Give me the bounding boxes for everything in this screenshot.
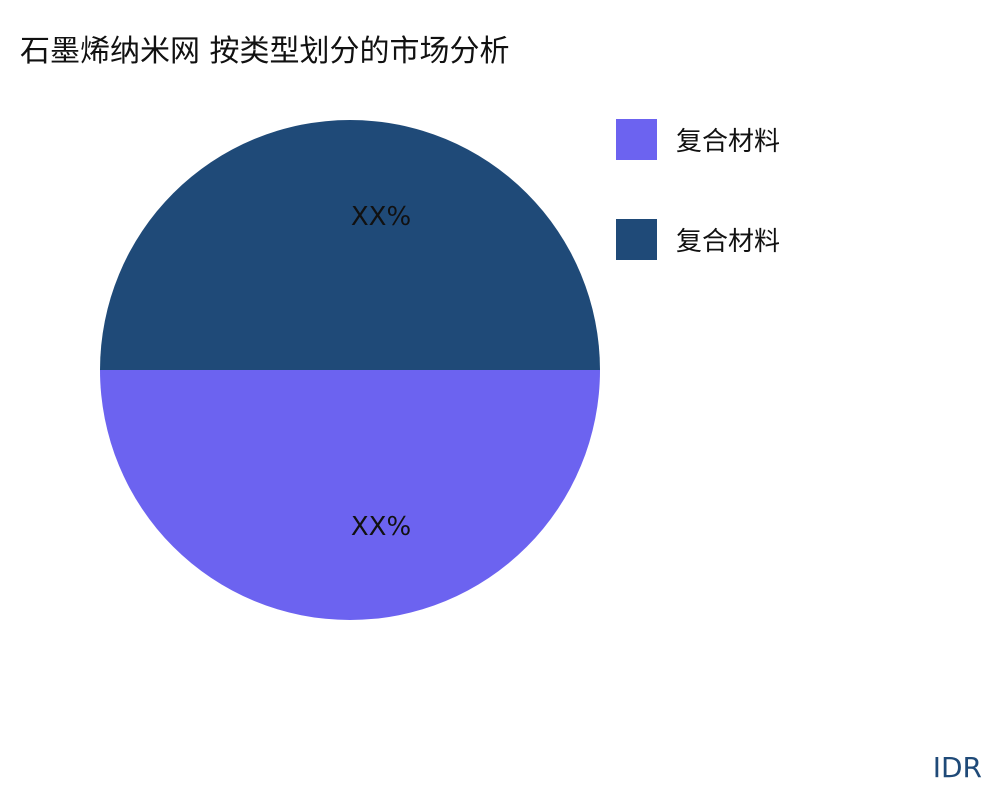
slice-label: XX% <box>351 512 411 542</box>
slice-label: XX% <box>351 202 411 232</box>
legend-swatch <box>616 119 657 160</box>
legend-swatch <box>616 219 657 260</box>
pie-slice <box>100 120 600 370</box>
brand-logo: IDR <box>932 751 982 784</box>
legend-label: 复合材料 <box>676 227 781 257</box>
legend-item: 复合材料 <box>616 219 780 260</box>
chart-title: 石墨烯纳米网 按类型划分的市场分析 <box>20 34 510 69</box>
legend-label: 复合材料 <box>676 127 781 157</box>
legend-item: 复合材料 <box>616 119 780 160</box>
pie-slice <box>100 370 600 620</box>
